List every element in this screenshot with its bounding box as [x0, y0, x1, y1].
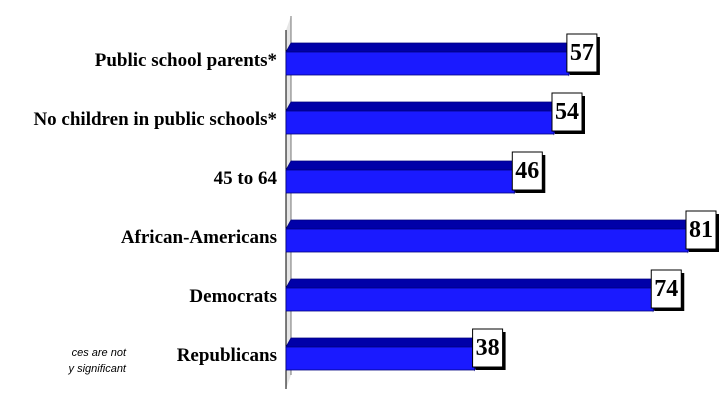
- bar-top-3: [285, 160, 520, 171]
- bar-top-5: [285, 278, 659, 289]
- value-box-2: [551, 92, 583, 132]
- category-label-5: Democrats: [189, 286, 277, 307]
- category-label-6: Republicans: [177, 345, 277, 366]
- value-box-6: [472, 328, 504, 368]
- value-label-3: 46: [515, 158, 539, 184]
- bar-2: [285, 110, 555, 135]
- value-box-3: [511, 151, 543, 191]
- bar-3: [285, 169, 515, 194]
- value-box-4: [685, 210, 717, 250]
- bar-6: [285, 346, 475, 371]
- footnote-line-1: ces are not: [71, 347, 126, 359]
- value-label-1: 57: [570, 40, 594, 66]
- value-label-5: 74: [654, 276, 678, 302]
- category-label-3: 45 to 64: [214, 168, 278, 189]
- bar-top-2: [285, 101, 560, 112]
- value-box-5: [650, 269, 682, 309]
- category-label-2: No children in public schools*: [33, 109, 277, 130]
- bar-top-1: [285, 42, 575, 53]
- bar-4: [285, 228, 689, 253]
- bar-top-4: [285, 219, 694, 230]
- value-label-2: 54: [555, 99, 579, 125]
- bar-1: [285, 51, 570, 76]
- footnote: ces are not y significant: [0, 345, 126, 377]
- value-label-4: 81: [689, 217, 713, 243]
- bar-5: [285, 287, 654, 312]
- value-box-1: [566, 33, 598, 73]
- category-label-4: African-Americans: [121, 227, 277, 248]
- bars-group: Public school parents* 57 No children in p…: [33, 33, 719, 372]
- value-label-6: 38: [476, 335, 500, 361]
- footnote-line-2: y significant: [68, 363, 126, 375]
- bar-top-6: [285, 337, 481, 348]
- category-label-1: Public school parents*: [95, 50, 277, 71]
